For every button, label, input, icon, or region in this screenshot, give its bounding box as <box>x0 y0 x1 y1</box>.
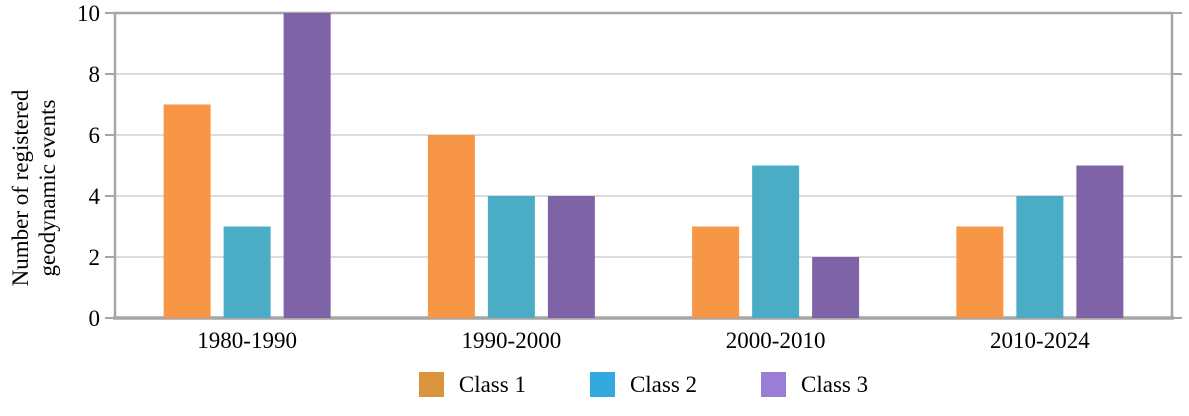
legend-swatch-class-2 <box>589 371 615 397</box>
legend-item-class-3: Class 3 <box>761 371 869 397</box>
bar-class-1-1990-2000 <box>427 135 475 318</box>
legend-swatch-class-1 <box>418 371 444 397</box>
legend-swatch-class-3 <box>761 371 787 397</box>
legend-item-class-1: Class 1 <box>418 371 526 397</box>
x-tick-label-2010-2024: 2010-2024 <box>990 328 1090 353</box>
y-tick-label-8: 8 <box>89 62 101 87</box>
bar-class-1-1980-1990 <box>163 104 211 318</box>
bar-class-3-2000-2010 <box>812 257 860 318</box>
legend-label-class-3: Class 3 <box>801 371 869 397</box>
bar-class-2-2000-2010 <box>752 165 800 318</box>
y-axis-title: Number of registered geodynamic events <box>7 89 60 287</box>
x-tick-label-1980-1990: 1980-1990 <box>197 328 297 353</box>
legend-label-class-1: Class 1 <box>458 371 526 397</box>
plot-border <box>113 11 1174 320</box>
bar-class-2-1980-1990 <box>223 226 271 318</box>
y-tick-label-10: 10 <box>77 1 100 26</box>
bar-class-3-2010-2024 <box>1076 165 1124 318</box>
bar-class-3-1990-2000 <box>547 196 595 318</box>
x-tick-label-1990-2000: 1990-2000 <box>462 328 562 353</box>
legend-item-class-2: Class 2 <box>589 371 698 397</box>
y-tick-label-0: 0 <box>89 306 101 331</box>
bar-class-2-1990-2000 <box>487 196 535 318</box>
bar-class-2-2010-2024 <box>1016 196 1064 318</box>
x-tick-label-2000-2010: 2000-2010 <box>726 328 826 353</box>
y-tick-label-4: 4 <box>89 184 101 209</box>
legend-label-class-2: Class 2 <box>629 371 698 397</box>
bar-class-1-2010-2024 <box>956 226 1004 318</box>
y-tick-label-6: 6 <box>89 123 101 148</box>
bar-class-3-1980-1990 <box>283 13 331 318</box>
y-tick-label-2: 2 <box>89 245 101 270</box>
bar-class-1-2000-2010 <box>692 226 740 318</box>
legend: Class 1 Class 2 Class 3 <box>115 363 1172 405</box>
